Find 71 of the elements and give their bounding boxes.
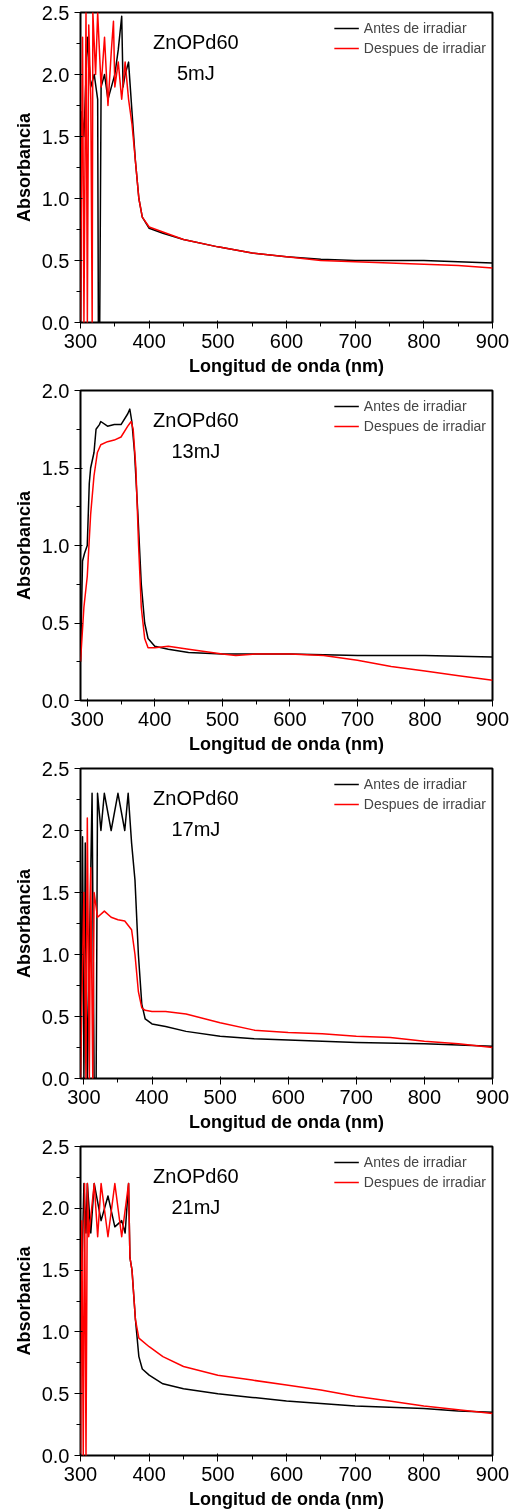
y-tick-label: 0.5	[41, 249, 70, 272]
legend-label: Antes de irradiar	[363, 776, 467, 792]
y-tick-label: 2.0	[41, 379, 70, 402]
x-tick-label: 500	[203, 1085, 237, 1108]
x-tick-label: 800	[408, 707, 442, 730]
annotation: 5mJ	[176, 61, 215, 84]
x-tick-label: 700	[339, 1085, 373, 1108]
x-tick-label: 400	[135, 1085, 169, 1108]
x-axis-title: Longitud de onda (nm)	[189, 733, 384, 754]
legend-label: Despues de irradiar	[363, 796, 486, 812]
x-tick-label: 500	[201, 329, 235, 352]
y-tick-label: 2.5	[41, 1135, 70, 1158]
annotation: ZnOPd60	[153, 30, 239, 53]
x-tick-label: 300	[67, 1085, 101, 1108]
y-tick-label: 2.0	[41, 63, 70, 86]
x-tick-label: 900	[475, 1462, 510, 1485]
y-tick-label: 2.5	[41, 757, 70, 780]
x-axis-title: Longitud de onda (nm)	[189, 1488, 384, 1509]
y-tick-label: 0.5	[41, 612, 70, 634]
y-tick-label: 2.0	[41, 819, 70, 842]
x-tick-label: 600	[269, 329, 304, 352]
x-tick-label: 400	[132, 329, 166, 352]
x-tick-label: 900	[475, 329, 510, 352]
y-tick-label: 1.5	[41, 457, 70, 479]
x-tick-label: 600	[271, 1085, 305, 1108]
y-axis-title: Absorbancia	[13, 112, 34, 223]
y-tick-label: 2.5	[41, 1, 70, 24]
x-tick-label: 300	[70, 707, 104, 730]
legend-label: Antes de irradiar	[363, 1154, 467, 1170]
legend-label: Despues de irradiar	[363, 40, 486, 56]
legend-label: Despues de irradiar	[363, 418, 486, 434]
legend-label: Antes de irradiar	[363, 20, 467, 36]
y-tick-label: 0.5	[41, 1382, 70, 1405]
x-tick-label: 400	[138, 707, 172, 730]
x-tick-label: 900	[475, 1085, 510, 1108]
x-tick-label: 600	[269, 1462, 304, 1485]
annotation: 13mJ	[171, 439, 221, 462]
x-axis-title: Longitud de onda (nm)	[189, 1111, 384, 1132]
x-tick-label: 800	[407, 1462, 441, 1485]
y-axis-title: Absorbancia	[13, 868, 34, 979]
annotation: 21mJ	[171, 1195, 221, 1218]
legend-label: Despues de irradiar	[363, 1174, 486, 1190]
x-tick-label: 700	[338, 329, 372, 352]
legend-label: Antes de irradiar	[363, 398, 467, 414]
annotation: ZnOPd60	[153, 786, 239, 809]
y-axis-title: Absorbancia	[13, 1245, 34, 1356]
y-tick-label: 1.0	[41, 943, 70, 966]
x-tick-label: 400	[132, 1462, 166, 1485]
y-tick-label: 0.0	[41, 689, 70, 712]
y-tick-label: 0.5	[41, 1005, 70, 1028]
y-tick-label: 1.0	[41, 187, 70, 210]
annotation: 17mJ	[171, 817, 221, 840]
y-axis-title: Absorbancia	[13, 490, 34, 601]
x-tick-label: 600	[273, 707, 307, 730]
x-axis-title: Longitud de onda (nm)	[189, 355, 384, 376]
x-tick-label: 700	[338, 1462, 372, 1485]
x-tick-label: 500	[205, 707, 240, 730]
x-tick-label: 800	[407, 1085, 442, 1108]
y-tick-label: 0.0	[41, 1067, 70, 1090]
y-tick-label: 1.5	[41, 125, 70, 148]
annotation: ZnOPd60	[153, 408, 239, 431]
y-tick-label: 2.0	[41, 1197, 70, 1220]
annotation: ZnOPd60	[153, 1164, 239, 1187]
x-tick-label: 700	[340, 707, 375, 730]
y-tick-label: 1.0	[41, 534, 70, 557]
x-tick-label: 800	[407, 329, 441, 352]
x-tick-label: 900	[475, 707, 510, 730]
x-tick-label: 500	[201, 1462, 235, 1485]
y-tick-label: 1.5	[41, 1259, 70, 1282]
y-tick-label: 1.5	[41, 881, 70, 904]
y-tick-label: 1.0	[41, 1320, 70, 1343]
